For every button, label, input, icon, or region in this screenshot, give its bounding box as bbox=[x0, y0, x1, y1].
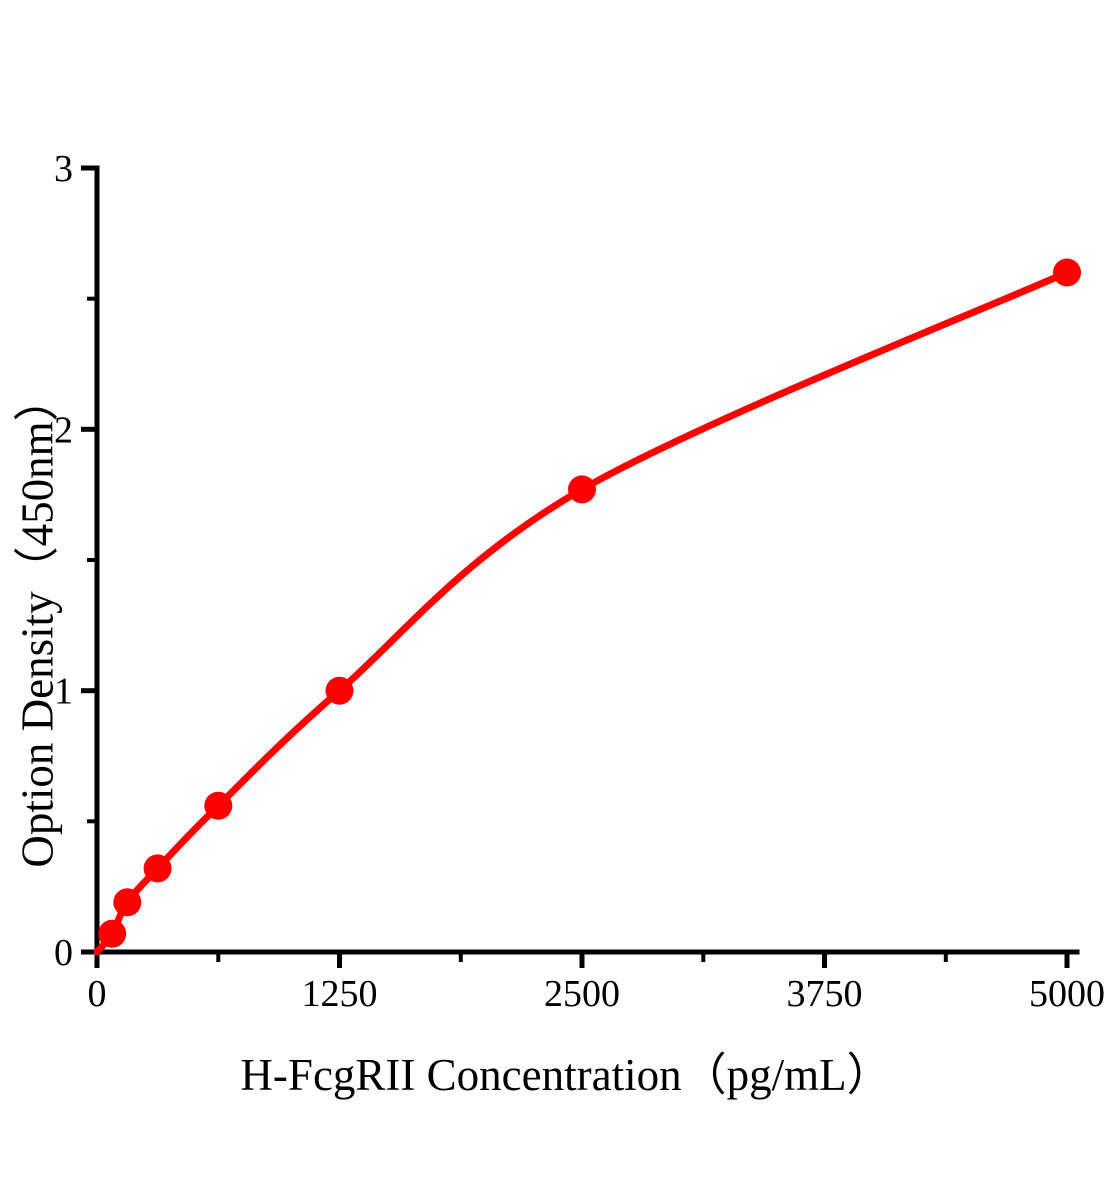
x-tick-label: 1250 bbox=[302, 973, 378, 1015]
y-tick-label: 1 bbox=[54, 671, 73, 713]
y-tick-label: 2 bbox=[54, 409, 73, 451]
data-point bbox=[325, 676, 354, 705]
y-axis-title: Option Density（450nm） bbox=[12, 376, 63, 868]
data-point bbox=[204, 791, 233, 820]
x-tick-label: 2500 bbox=[544, 973, 620, 1015]
data-point bbox=[1053, 258, 1081, 287]
data-point bbox=[113, 888, 142, 917]
y-tick-label: 0 bbox=[54, 932, 73, 974]
y-tick-label: 3 bbox=[54, 148, 73, 190]
x-tick-label: 3750 bbox=[787, 973, 863, 1015]
x-tick-label: 0 bbox=[88, 973, 107, 1015]
data-point bbox=[98, 919, 127, 948]
data-point bbox=[568, 475, 596, 504]
x-tick-label: 5000 bbox=[1029, 973, 1104, 1015]
axis-spine bbox=[94, 165, 1080, 955]
data-point bbox=[143, 854, 172, 883]
fitted-curve bbox=[93, 269, 1071, 956]
x-axis-title: H-FcgRII Concentration（pg/mL） bbox=[240, 1050, 892, 1100]
